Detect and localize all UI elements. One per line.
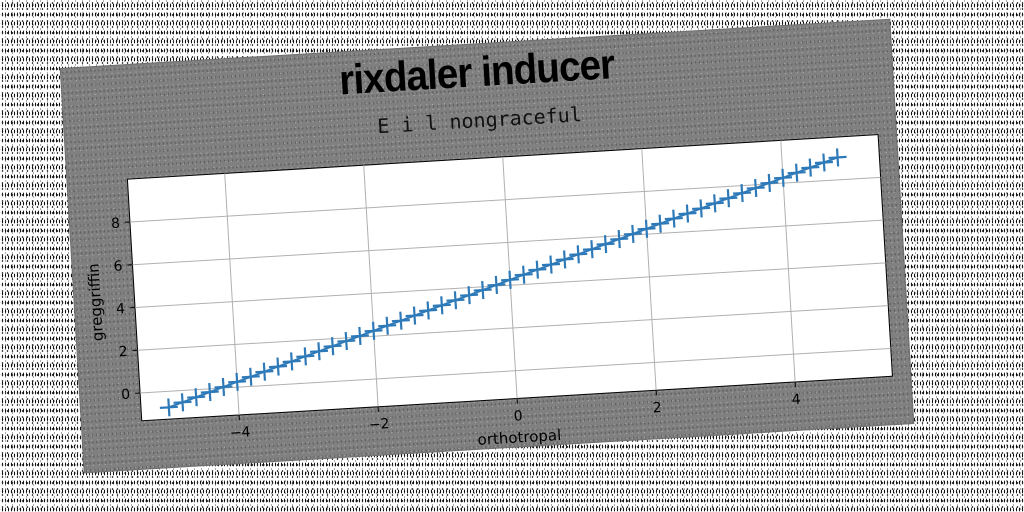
data-point-marker (378, 316, 397, 335)
data-point-marker (500, 270, 520, 289)
plot-svg: −4 −2 0 2 4 0 2 4 6 8 orthotropal greggriffin (84, 134, 893, 449)
data-point-marker (460, 286, 479, 305)
data-point-marker (637, 219, 656, 238)
y-grid-line (140, 347, 891, 394)
data-point-marker (391, 311, 410, 330)
data-point-marker (528, 260, 547, 279)
data-point-marker (214, 377, 233, 397)
y-tick-label: 6 (113, 258, 123, 275)
x-axis-label: orthotropal (477, 426, 562, 449)
data-point-marker (419, 301, 438, 320)
data-point-marker (514, 265, 533, 284)
data-point-marker (787, 163, 806, 182)
data-point-marker (432, 296, 451, 315)
data-point-marker (268, 357, 288, 376)
data-point-marker (309, 342, 329, 361)
y-tick-label: 2 (118, 344, 128, 361)
x-tick-label: −4 (229, 424, 251, 441)
x-grid-line (641, 148, 657, 391)
data-point-marker (255, 362, 274, 381)
data-point-marker (828, 148, 847, 167)
axis-ticks: −4 −2 0 2 4 0 2 4 6 8 (111, 216, 802, 442)
data-point-marker (555, 250, 574, 269)
data-point-marker (623, 224, 642, 243)
data-point-marker (733, 184, 752, 203)
data-point-marker (296, 347, 315, 366)
data-series (159, 148, 847, 417)
data-point-marker (678, 204, 697, 223)
data-point-marker (541, 255, 561, 274)
data-point-marker (569, 245, 588, 264)
x-grid-line (363, 165, 379, 407)
data-point-marker (200, 383, 219, 402)
y-axis-label: greggriffin (84, 263, 107, 342)
data-point-marker (350, 326, 369, 346)
data-point-marker (746, 178, 765, 198)
y-grid-line (132, 219, 884, 266)
data-point-marker (692, 199, 711, 218)
data-point-marker (446, 291, 465, 310)
y-tick-label: 0 (121, 387, 131, 404)
data-point-marker (596, 235, 615, 254)
data-point-marker (323, 337, 342, 356)
data-point-marker (705, 194, 724, 213)
data-point-marker (187, 388, 206, 407)
y-grid-line (137, 305, 889, 351)
data-point-marker (241, 367, 260, 386)
data-point-marker (487, 275, 506, 294)
data-point-marker (719, 189, 738, 208)
x-tick-label: 0 (513, 408, 523, 425)
data-point-marker (405, 306, 424, 325)
data-point-marker (337, 332, 356, 351)
x-tick-label: −2 (368, 416, 390, 433)
data-point-marker (651, 214, 670, 233)
data-point-marker (173, 393, 192, 412)
x-tick-label: 4 (791, 392, 801, 409)
data-point-marker (773, 168, 793, 187)
data-point-marker (159, 398, 178, 417)
x-tick-label: 2 (652, 400, 662, 417)
data-point-marker (364, 321, 383, 340)
data-point-marker (610, 229, 629, 249)
data-point-marker (664, 209, 683, 228)
data-point-marker (473, 280, 492, 300)
data-point-marker (282, 352, 301, 371)
data-point-marker (814, 153, 833, 172)
chart-figure: rixdaler inducer E i l nongraceful −4 −2 0… (60, 19, 914, 473)
data-point-marker (801, 158, 820, 177)
data-point-marker (228, 372, 247, 391)
y-tick-label: 4 (116, 301, 126, 318)
data-point-marker (582, 240, 601, 259)
data-point-marker (760, 173, 779, 192)
y-tick-label: 8 (111, 216, 121, 233)
